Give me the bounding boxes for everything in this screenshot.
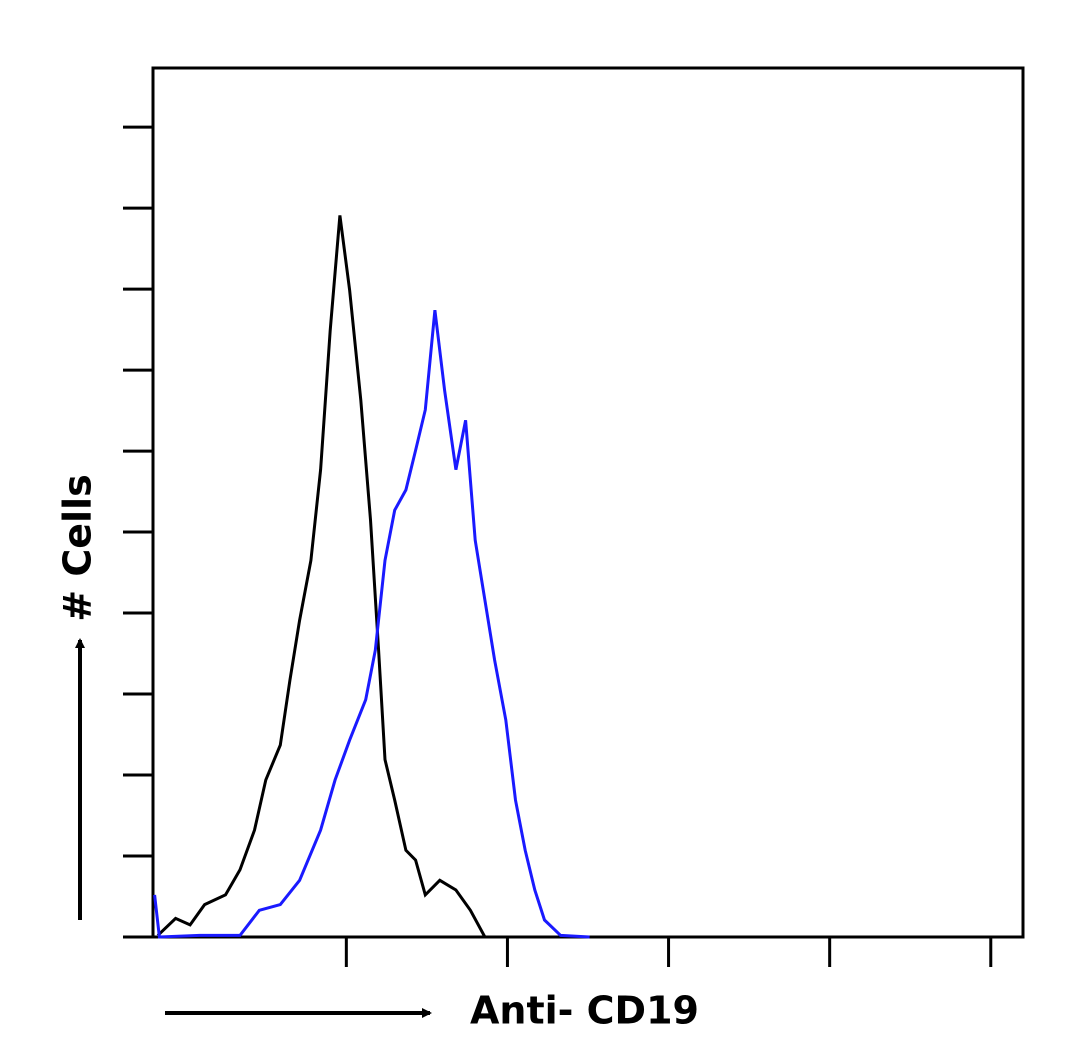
histogram-line	[153, 310, 590, 939]
x-axis-label: Anti- CD19	[470, 989, 699, 1033]
y-axis-label: # Cells	[56, 474, 100, 621]
histogram-line	[156, 215, 487, 938]
plot-frame	[151, 66, 1025, 939]
